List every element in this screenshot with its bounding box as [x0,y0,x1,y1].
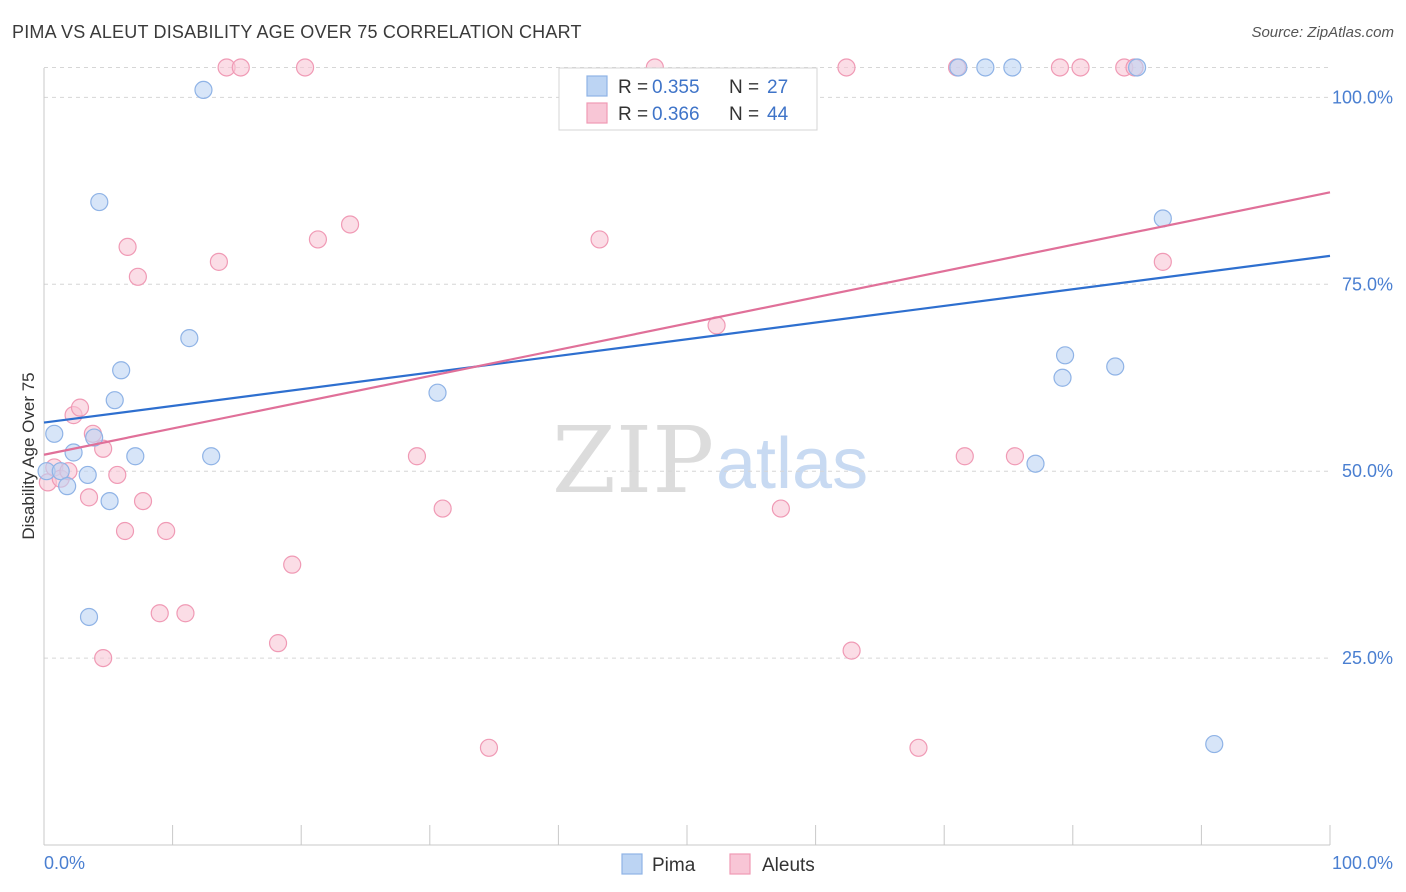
x-tick-label-max: 100.0% [1332,853,1393,873]
aleut-point [176,604,195,623]
series-legend: Pima Aleuts [621,853,815,876]
y-tick-label: 25.0% [1342,648,1393,668]
pima-point [51,462,70,481]
gridlines [44,66,1330,659]
pima-point [1106,357,1125,376]
pima-point [58,477,77,496]
bottom-legend-label-aleuts: Aleuts [762,855,815,876]
legend-pima-r-value: 0.355 [652,77,700,98]
pima-point [79,607,99,627]
legend-pima-n-value: 27 [767,77,788,98]
aleut-point [433,499,452,518]
aleut-point [1071,58,1090,77]
chart-title: PIMA VS ALEUT DISABILITY AGE OVER 75 COR… [12,22,582,42]
aleut-point [955,447,974,466]
bottom-legend-swatch-aleuts [729,853,751,875]
bottom-legend-swatch-pima [621,853,643,875]
aleut-point [268,634,288,653]
chart-source: Source: ZipAtlas.com [1251,24,1394,41]
bottom-legend-label-pima: Pima [652,855,696,876]
watermark-zip: ZIP [552,407,714,514]
legend-pima-n-label: N = [729,77,759,98]
pima-point [428,383,447,402]
aleut-point [479,738,499,757]
y-tick-label: 75.0% [1342,274,1393,294]
legend-swatch-aleuts [586,102,608,124]
pima-point [1205,734,1224,754]
aleut-point [150,604,169,623]
pima-point [85,428,104,447]
aleut-point [209,252,228,271]
trend-line-aleuts [43,191,1331,456]
x-tick-label-min: 0.0% [44,853,85,873]
pima-point [45,424,64,443]
trend-lines [43,191,1331,456]
pima-point [78,465,97,485]
aleut-point [295,58,315,77]
legend-aleuts-r-label: R = [618,104,648,125]
pima-point [100,491,119,511]
pima-point [126,447,145,466]
aleut-point [115,521,135,541]
aleut-point [94,648,113,668]
aleut-point [1005,447,1025,466]
pima-point [1003,58,1022,77]
y-tick-labels: 25.0% 50.0% 75.0% 100.0% [1332,87,1393,668]
aleut-point [308,230,328,249]
aleut-point [118,237,137,257]
y-axis-label: Disability Age Over 75 [19,372,38,539]
pima-point [1055,346,1075,365]
watermark: ZIP atlas [552,407,868,514]
pima-point [976,58,995,77]
pima-point [202,447,221,466]
aleut-point [70,398,90,417]
y-tick-label: 100.0% [1332,87,1393,107]
legend-swatch-pima [586,75,608,97]
aleut-point [157,521,176,541]
aleut-point [340,215,360,234]
aleut-point [407,447,427,466]
series-pima-points [37,58,1224,754]
aleut-point [108,465,127,485]
pima-point [1127,58,1147,77]
pima-point [1053,368,1072,387]
y-tick-label: 50.0% [1342,461,1393,481]
watermark-atlas: atlas [716,424,868,504]
aleut-point [79,488,99,507]
trend-line-pima [43,254,1331,424]
legend-pima-r-label: R = [618,77,648,98]
aleut-point [590,230,609,249]
aleut-point [283,555,302,574]
pima-point [194,80,213,100]
aleut-point [771,499,790,518]
legend-aleuts-r-value: 0.366 [652,104,700,125]
aleut-point [128,267,147,286]
legend-aleuts-n-label: N = [729,104,759,125]
aleut-point [842,641,861,660]
x-ticks [43,825,1331,845]
pima-point [1026,454,1045,473]
aleut-point [909,738,928,757]
aleut-point [231,58,250,77]
pima-point [949,58,968,77]
aleut-point [1153,252,1172,271]
aleut-point [133,491,153,511]
pima-point [112,361,131,380]
legend-aleuts-n-value: 44 [767,104,789,125]
pima-point [105,391,124,410]
aleut-point [1050,58,1070,77]
pima-point [90,192,109,212]
aleut-point [837,58,856,77]
pima-point [180,329,199,348]
stats-legend: R = 0.355 N = 27 R = 0.366 N = 44 [558,67,818,131]
